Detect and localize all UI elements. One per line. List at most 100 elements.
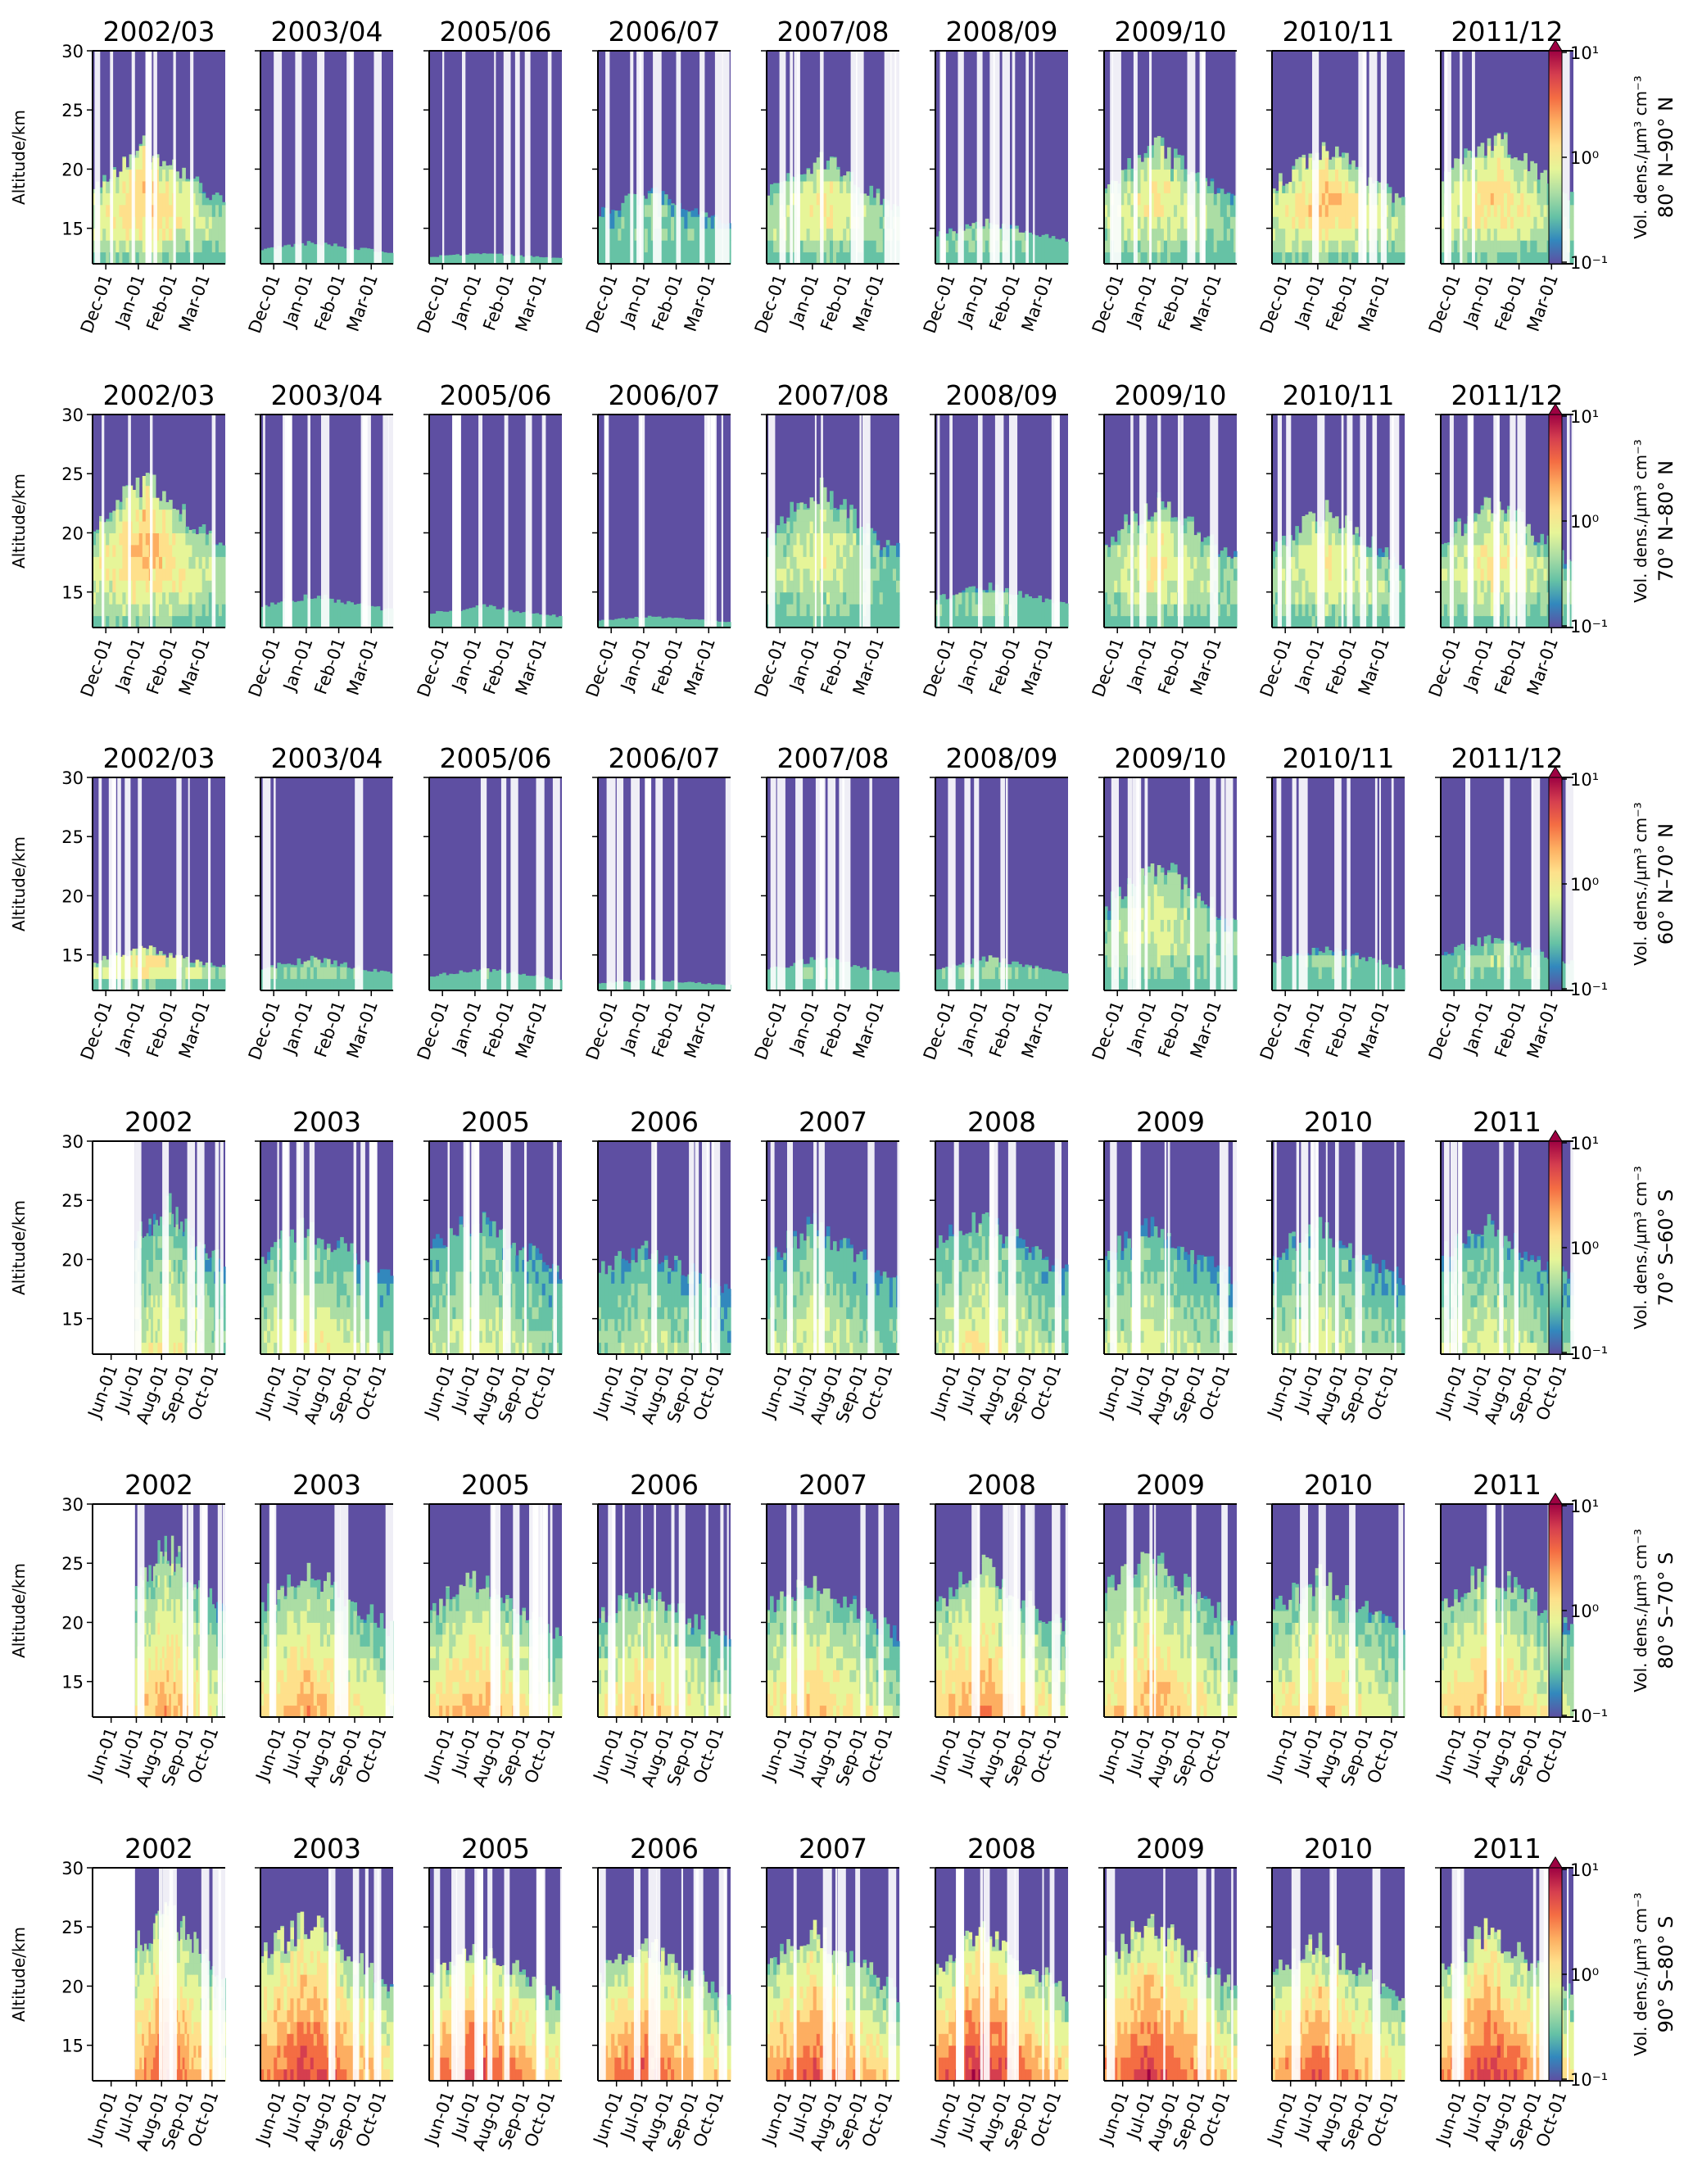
- heatmap-cell: [1282, 251, 1286, 265]
- heatmap-cell: [840, 216, 844, 229]
- heatmap-cell: [1324, 521, 1329, 533]
- heatmap-cell: [1338, 169, 1342, 182]
- heatmap-cell: [152, 474, 156, 487]
- heatmap-cell: [727, 622, 731, 628]
- heatmap-cell: [816, 604, 821, 617]
- heatmap-cell: [1190, 521, 1194, 533]
- heatmap-cell: [1335, 604, 1339, 617]
- heatmap-cell: [1193, 251, 1197, 265]
- heatmap-cell: [179, 521, 183, 533]
- heatmap-cell: [135, 228, 140, 241]
- x-tick-label: Jan-01: [111, 999, 149, 1058]
- heatmap-cell: [1177, 180, 1181, 193]
- heatmap-cell: [1540, 580, 1545, 593]
- heatmap-cell: [1355, 532, 1359, 546]
- heatmap-cell: [152, 497, 156, 510]
- heatmap-cell: [532, 256, 536, 265]
- heatmap-cell: [1464, 251, 1468, 265]
- heatmap-cell: [627, 228, 632, 241]
- heatmap-cell: [218, 240, 223, 253]
- heatmap-cell: [138, 216, 143, 229]
- heatmap-cell: [1174, 532, 1178, 546]
- heatmap-cell: [942, 604, 946, 617]
- heatmap-cell: [1324, 556, 1329, 569]
- heatmap-cell: [866, 195, 871, 206]
- heatmap-cell: [664, 240, 668, 253]
- heatmap-cell: [1275, 193, 1279, 206]
- heatmap-cell: [1365, 193, 1369, 206]
- heatmap-cell: [106, 519, 110, 522]
- heatmap-cell: [1234, 195, 1238, 206]
- heatmap-cell: [1157, 251, 1161, 265]
- heatmap-cell: [1124, 532, 1128, 546]
- heatmap-cell: [1167, 240, 1171, 253]
- heatmap-cell: [135, 591, 140, 605]
- heatmap-cell: [1147, 521, 1152, 533]
- heatmap-cell: [1483, 556, 1488, 569]
- heatmap-cell: [882, 580, 887, 593]
- heatmap-cell: [1193, 580, 1197, 593]
- heatmap-cell: [499, 609, 503, 617]
- heatmap-cell: [1397, 604, 1402, 617]
- heatmap-cell: [138, 204, 143, 217]
- heatmap-cell: [1170, 216, 1175, 229]
- heatmap-cell: [1328, 580, 1333, 593]
- heatmap-cell: [185, 180, 189, 193]
- panel-title: 2005/06: [439, 379, 551, 411]
- heatmap-cell: [1163, 509, 1168, 522]
- heatmap-cell: [955, 251, 959, 265]
- missing-data-stripe: [1469, 415, 1473, 628]
- heatmap-cell: [429, 614, 433, 617]
- heatmap-cell: [1210, 178, 1215, 182]
- heatmap-cell: [1345, 521, 1349, 533]
- heatmap-cell: [142, 509, 147, 522]
- heatmap-cell: [303, 594, 308, 605]
- heatmap-cell: [862, 240, 867, 253]
- heatmap-cell: [102, 615, 106, 628]
- heatmap-cell: [179, 178, 183, 182]
- x-tick-label: Dec-01: [77, 636, 116, 700]
- heatmap-cell: [172, 509, 176, 522]
- missing-data-stripe: [862, 415, 871, 628]
- x-tick-label: Mar-01: [343, 272, 382, 334]
- heatmap-cell: [122, 544, 126, 557]
- heatmap-cell: [169, 615, 173, 628]
- heatmap-cell: [1140, 161, 1145, 170]
- heatmap-cell: [1184, 568, 1188, 581]
- heatmap-cell: [872, 251, 877, 265]
- heatmap-cell: [1496, 169, 1501, 182]
- heatmap-cell: [1540, 216, 1545, 229]
- heatmap-cell: [1507, 240, 1511, 253]
- heatmap-cell: [647, 615, 652, 628]
- heatmap-cell: [1160, 169, 1165, 182]
- heatmap-cell: [1331, 532, 1336, 546]
- heatmap-cell: [1447, 568, 1451, 581]
- heatmap-cell: [1160, 615, 1165, 628]
- heatmap-cell: [684, 251, 688, 265]
- heatmap-cell: [1483, 169, 1488, 182]
- heatmap-cell: [988, 615, 993, 628]
- heatmap-cell: [1483, 580, 1488, 593]
- heatmap-cell: [1483, 532, 1488, 546]
- heatmap-cell: [1351, 169, 1356, 182]
- heatmap-cell: [1523, 240, 1528, 253]
- heatmap-cell: [1401, 240, 1406, 253]
- heatmap-cell: [1454, 521, 1458, 533]
- heatmap-cell: [1355, 166, 1359, 170]
- heatmap-cell: [935, 240, 939, 253]
- heatmap-cell: [671, 240, 675, 253]
- heatmap-cell: [1533, 216, 1537, 229]
- y-tick-label: 30: [61, 768, 84, 788]
- heatmap-cell: [1308, 240, 1313, 253]
- heatmap-cell: [611, 619, 615, 628]
- heatmap-cell: [1018, 232, 1022, 241]
- heatmap-cell: [1167, 591, 1171, 605]
- heatmap-cell: [1460, 204, 1464, 217]
- heatmap-cell: [1308, 604, 1313, 617]
- heatmap-cell: [205, 197, 210, 206]
- heatmap-cell: [1365, 556, 1369, 569]
- x-tick-label: Dec-01: [1425, 272, 1464, 337]
